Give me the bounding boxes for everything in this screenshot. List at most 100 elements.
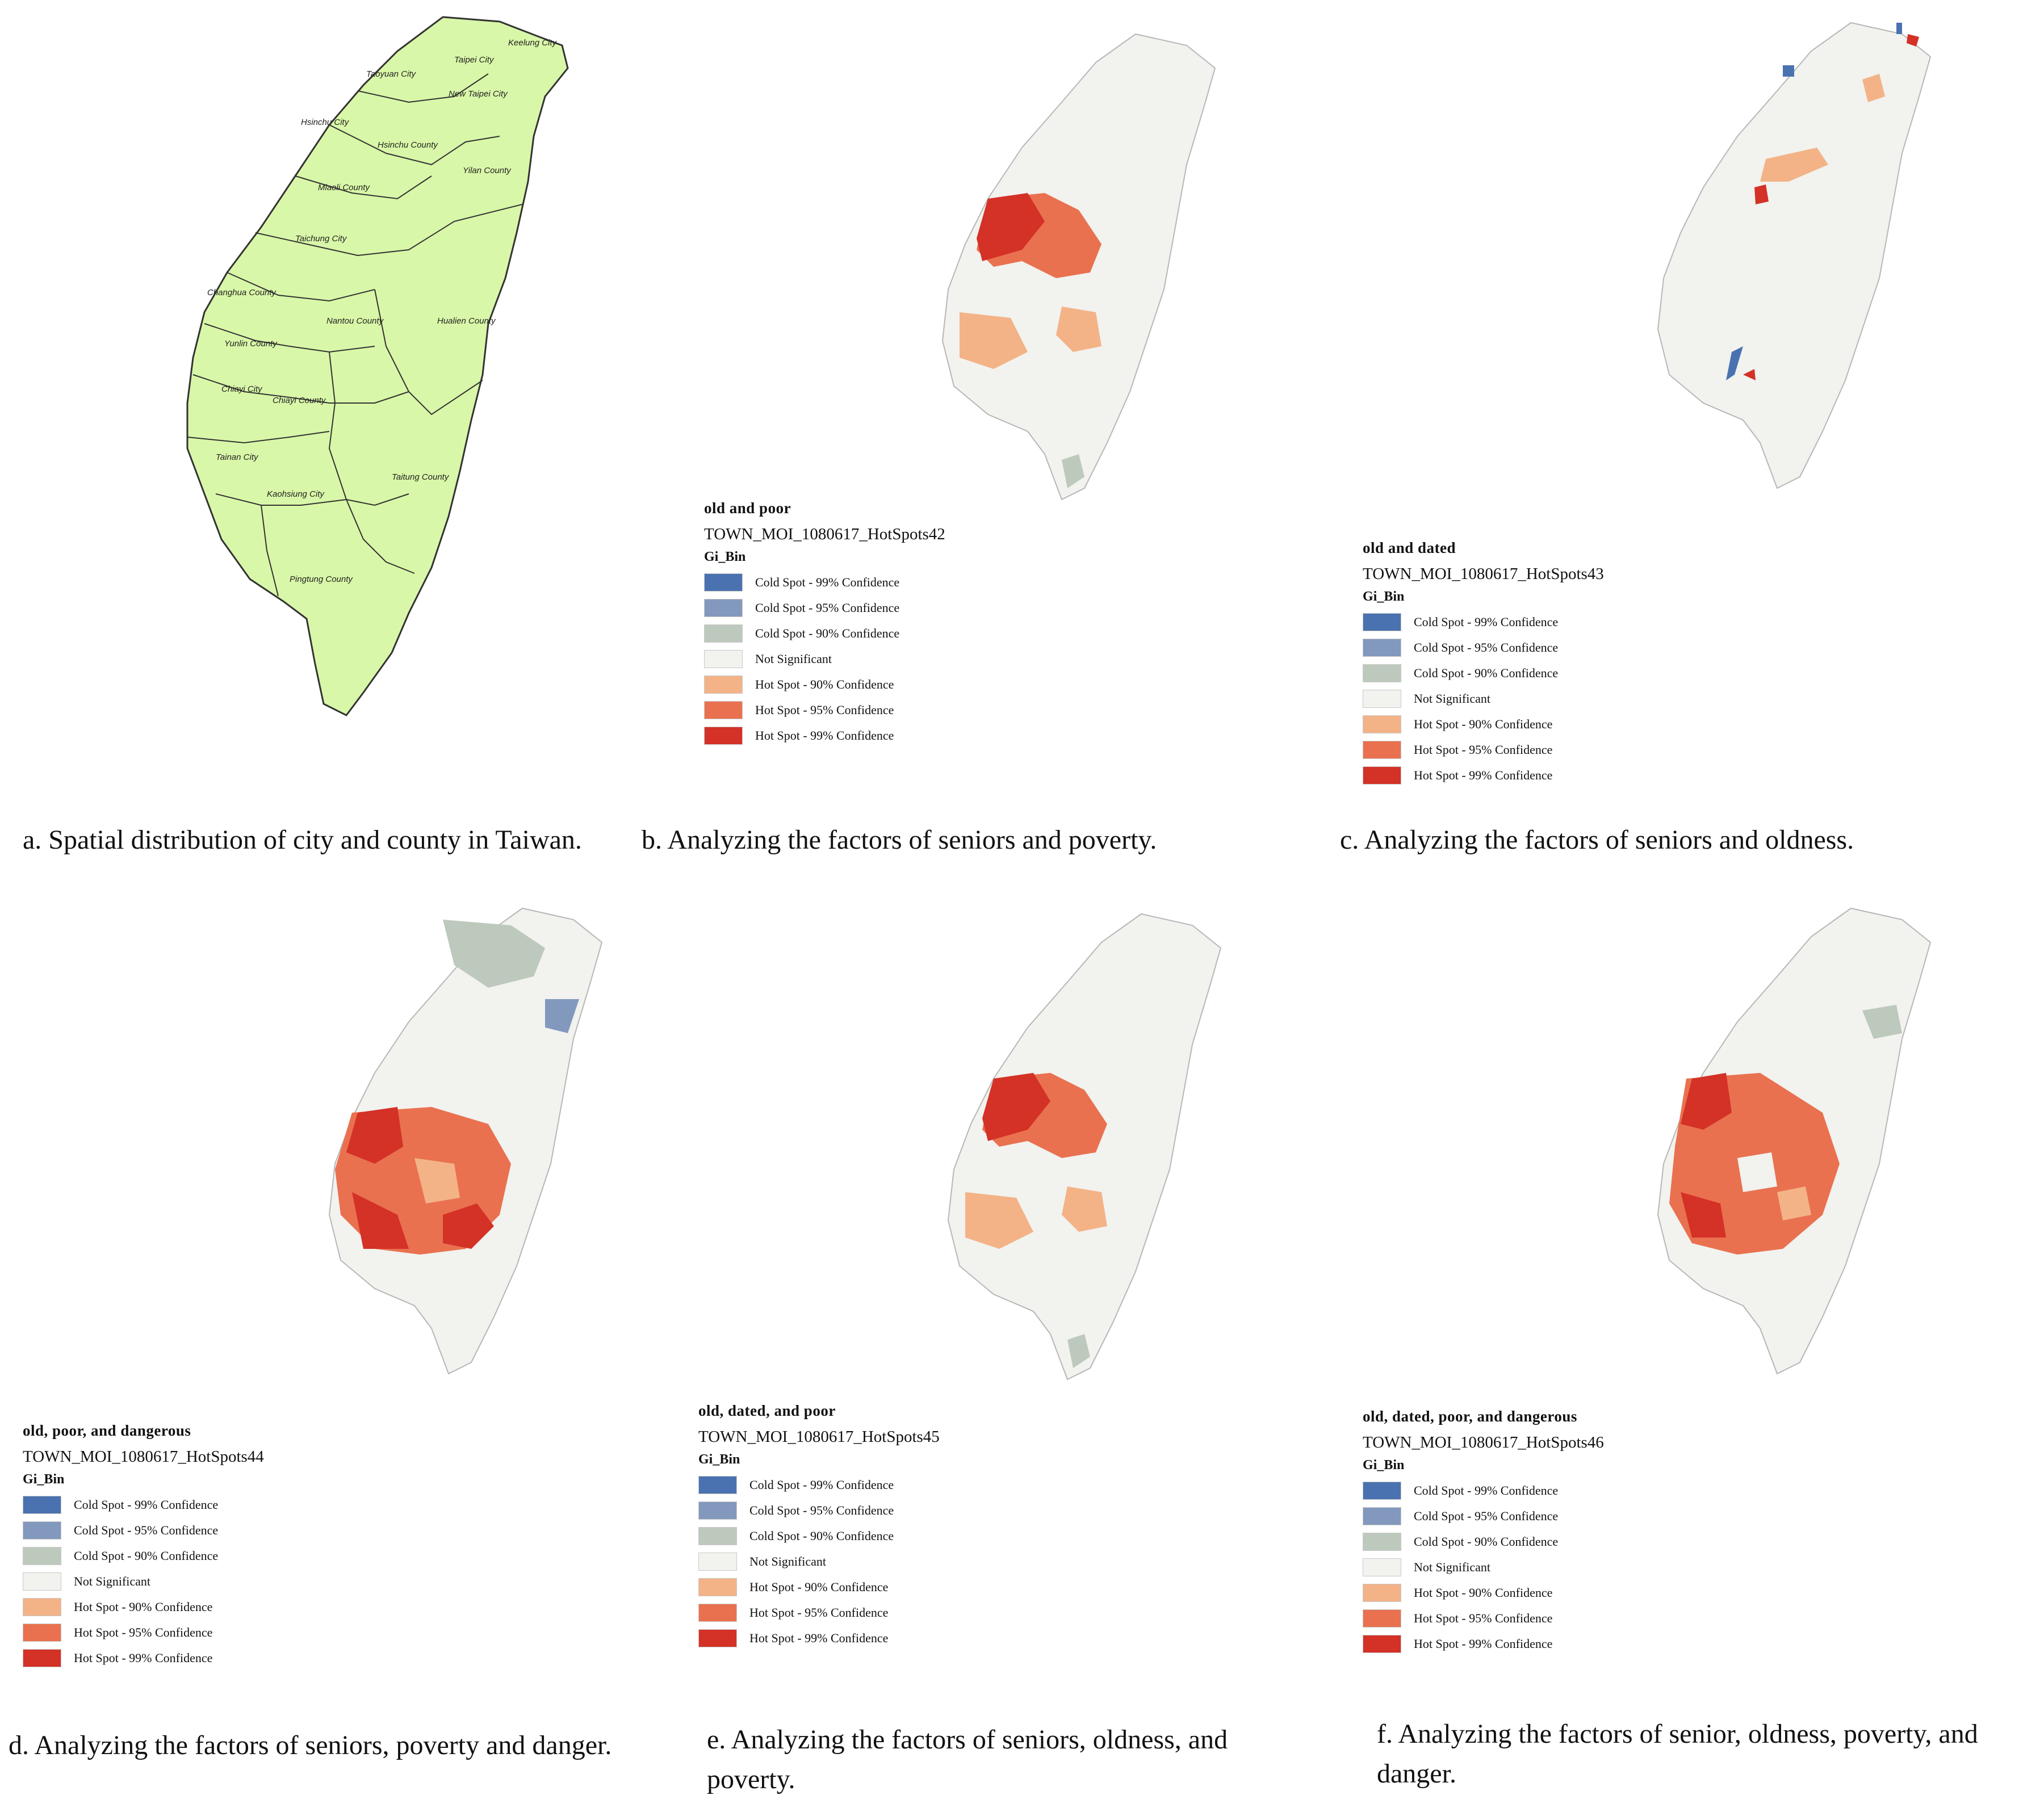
island-base (1657, 22, 1932, 489)
hot-region (982, 1073, 1050, 1141)
swatch-cold95 (1363, 638, 1401, 657)
swatch-hot99 (1363, 1634, 1401, 1653)
legend-e: old, dated, and poor TOWN_MOI_1080617_Ho… (698, 1402, 940, 1651)
county-map-svg: Keelung City Taipei City New Taipei City… (186, 16, 569, 716)
legend-label: Cold Spot - 90% Confidence (749, 1528, 894, 1543)
legend-label: Not Significant (74, 1574, 151, 1588)
map-label: Nantou County (326, 316, 384, 326)
legend-field: Gi_Bin (698, 1452, 740, 1467)
map-label: Pingtung County (290, 574, 353, 584)
hot-region (1681, 1073, 1732, 1130)
legend-layer: TOWN_MOI_1080617_HotSpots43 (1363, 565, 1604, 583)
panel-b: old and poor TOWN_MOI_1080617_HotSpots42… (636, 0, 1329, 920)
legend-label: Cold Spot - 99% Confidence (755, 574, 900, 589)
map-label: Hsinchu County (378, 140, 438, 150)
swatch-cold99 (1363, 1481, 1401, 1500)
legend-label: Hot Spot - 95% Confidence (1414, 1610, 1553, 1625)
not-sig-region (1737, 1152, 1777, 1192)
swatch-cold90 (23, 1546, 61, 1565)
legend-field: Gi_Bin (1363, 1458, 1405, 1473)
hot-region (414, 1158, 460, 1203)
swatch-hot95 (1363, 740, 1401, 759)
legend-label: Not Significant (749, 1554, 827, 1568)
legend-label: Hot Spot - 95% Confidence (755, 702, 894, 717)
legend-label: Hot Spot - 99% Confidence (1414, 1636, 1553, 1651)
legend-label: Hot Spot - 99% Confidence (755, 728, 894, 743)
legend-b: old and poor TOWN_MOI_1080617_HotSpots42… (704, 500, 945, 748)
swatch-cold95 (698, 1501, 737, 1520)
legend-label: Not Significant (755, 651, 832, 666)
swatch-cold90 (698, 1526, 737, 1545)
legend-layer: TOWN_MOI_1080617_HotSpots45 (698, 1428, 940, 1446)
swatch-not-sig (698, 1552, 737, 1571)
legend-label: Cold Spot - 99% Confidence (74, 1497, 219, 1512)
swatch-cold99 (698, 1475, 737, 1494)
caption-e: e. Analyzing the factors of seniors, old… (707, 1725, 1228, 1794)
legend-label: Hot Spot - 95% Confidence (749, 1605, 889, 1620)
swatch-not-sig (1363, 689, 1401, 708)
swatch-hot95 (698, 1603, 737, 1622)
hot-region (1681, 1192, 1726, 1238)
legend-d: old, poor, and dangerous TOWN_MOI_108061… (23, 1422, 264, 1671)
swatch-hot90 (23, 1597, 61, 1616)
cold-region (1783, 65, 1794, 77)
swatch-cold99 (1363, 613, 1401, 631)
swatch-hot90 (704, 675, 743, 694)
legend-label: Cold Spot - 99% Confidence (1414, 614, 1559, 629)
panel-f: old, dated, poor, and dangerous TOWN_MOI… (1329, 886, 2044, 1812)
map-svg (1657, 907, 1932, 1375)
taiwan-county-map: Keelung City Taipei City New Taipei City… (91, 6, 590, 732)
hotspot-map-e (846, 903, 1243, 1413)
swatch-cold95 (23, 1521, 61, 1540)
legend-f: old, dated, poor, and dangerous TOWN_MOI… (1363, 1408, 1604, 1656)
panel-d: old, poor, and dangerous TOWN_MOI_108061… (0, 886, 681, 1812)
swatch-hot95 (1363, 1609, 1401, 1628)
legend-c: old and dated TOWN_MOI_1080617_HotSpots4… (1363, 539, 1604, 788)
legend-label: Hot Spot - 90% Confidence (1414, 716, 1553, 731)
taiwan-island (186, 16, 569, 716)
legend-label: Hot Spot - 99% Confidence (74, 1650, 213, 1665)
legend-label: Hot Spot - 90% Confidence (755, 677, 894, 691)
hot-region (965, 1192, 1033, 1249)
panel-e: old, dated, and poor TOWN_MOI_1080617_Ho… (681, 886, 1329, 1812)
legend-label: Not Significant (1414, 691, 1491, 706)
swatch-cold90 (1363, 1532, 1401, 1551)
map-label: Chiayi City (221, 384, 263, 394)
legend-title: old, dated, poor, and dangerous (1363, 1408, 1577, 1425)
map-label: Taitung County (392, 472, 450, 482)
caption-f: f. Analyzing the factors of senior, oldn… (1377, 1719, 1978, 1789)
map-label: New Taipei City (449, 89, 508, 99)
swatch-cold95 (1363, 1507, 1401, 1525)
swatch-not-sig (1363, 1558, 1401, 1576)
swatch-cold95 (704, 598, 743, 617)
hot-region (1777, 1186, 1811, 1220)
map-svg (328, 907, 603, 1375)
caption-c: c. Analyzing the factors of seniors and … (1340, 825, 1854, 855)
legend-label: Cold Spot - 95% Confidence (1414, 640, 1559, 655)
legend-label: Hot Spot - 99% Confidence (749, 1630, 889, 1645)
legend-label: Cold Spot - 95% Confidence (74, 1522, 219, 1537)
legend-title: old, poor, and dangerous (23, 1422, 191, 1439)
hot-region (1907, 34, 1919, 47)
swatch-hot90 (1363, 715, 1401, 733)
cold-region (1896, 23, 1902, 34)
swatch-cold99 (704, 573, 743, 592)
hot-region (977, 193, 1045, 261)
map-label: Taichung City (295, 234, 347, 244)
legend-layer: TOWN_MOI_1080617_HotSpots46 (1363, 1433, 1604, 1452)
swatch-hot99 (704, 726, 743, 745)
map-label: Chiayi County (273, 396, 326, 405)
hot-region (1743, 369, 1756, 380)
cold-region (545, 999, 579, 1033)
cold-region (443, 920, 545, 988)
hotspot-map-c (1544, 11, 1953, 522)
cold-region (1067, 1334, 1090, 1368)
map-label: Taoyuan City (366, 69, 416, 79)
legend-field: Gi_Bin (23, 1472, 65, 1487)
hot-region (1862, 74, 1885, 102)
legend-title: old and dated (1363, 539, 1456, 556)
map-label: Kaohsiung City (267, 489, 325, 499)
swatch-cold90 (704, 624, 743, 643)
legend-label: Hot Spot - 90% Confidence (749, 1579, 889, 1594)
swatch-hot99 (698, 1629, 737, 1647)
